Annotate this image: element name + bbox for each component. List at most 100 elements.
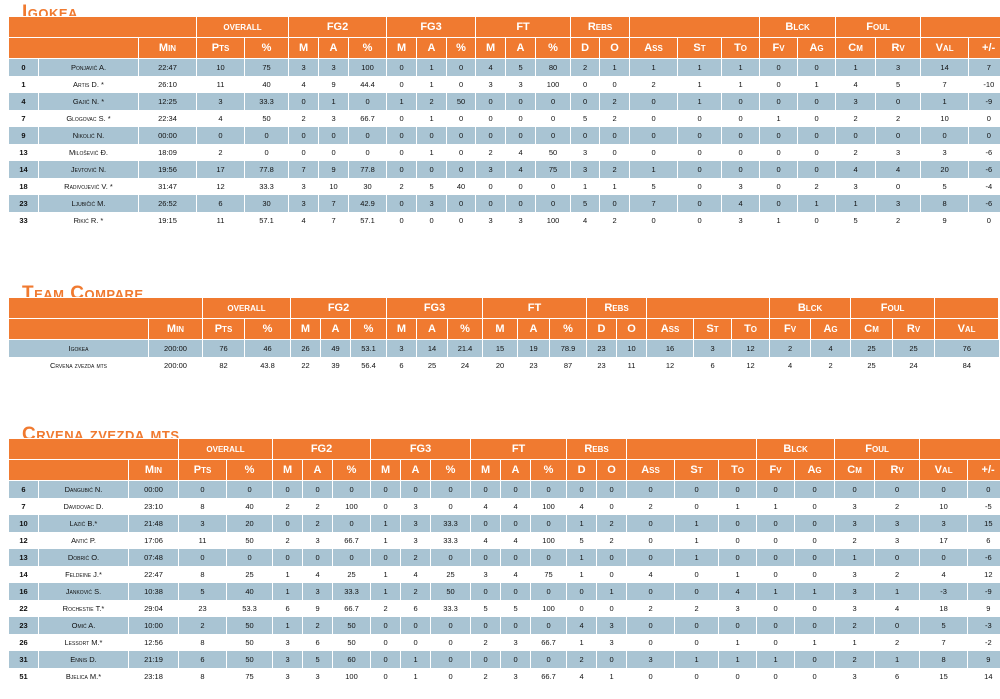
stat-cell: 200:00 [148,339,203,357]
stat-cell: 0 [386,143,417,161]
col-header-fg3-a: A [400,459,432,481]
jersey-number-cell: 31 [8,650,39,668]
stat-cell: 0 [674,667,719,685]
stat-cell: 0 [370,633,401,651]
group-header-rebs: Rebs [586,297,648,319]
stat-cell: 0 [470,650,501,668]
stat-cell: 0 [500,514,531,532]
stat-cell: 0 [272,548,303,566]
stat-cell: 1 [570,177,600,195]
stat-cell: 3 [400,514,431,532]
stat-cell: 2 [370,599,401,617]
player-name-cell: Rochestie T.* [38,599,129,617]
stat-cell: 2 [599,211,630,229]
stat-cell: 18:09 [137,143,197,161]
stat-cell: 2 [400,548,431,566]
player-name-cell: Radivojević V. * [38,177,139,195]
stat-cell: 10 [196,58,245,76]
stat-cell: 1 [386,92,417,110]
stat-cell: 0 [535,194,571,212]
header-spacer [8,459,129,481]
stat-cell: 0 [570,92,600,110]
stat-cell: 0 [570,126,600,144]
stat-cell: 1 [596,667,627,685]
col-header-pts: Pts [202,318,245,340]
stat-cell: 3 [835,92,876,110]
stat-cell: 3 [318,109,349,127]
team-name-cell: Crvena zvezda mts [8,356,149,374]
stat-cell: 1 [794,582,835,600]
stat-cell: 0 [288,126,319,144]
stat-cell: 0 [875,92,921,110]
stat-cell: 1 [566,633,597,651]
col-header-pts: Pts [196,37,246,59]
stat-cell: 0 [599,194,630,212]
player-name-cell: Nikolić N. [38,126,139,144]
stat-cell: 4 [566,667,597,685]
col-header-ft-pct: % [535,37,572,59]
stat-cell: 0 [759,177,798,195]
stat-cell: 2 [400,582,431,600]
stat-cell: 9 [302,599,333,617]
stat-cell: 1 [674,650,719,668]
stat-cell: 24 [447,356,483,374]
col-header-fg2-pct: % [350,318,388,340]
stat-cell: 0 [629,109,678,127]
player-row: 51 Bjelica M.* 23:18 8 75 3 3 100 0 1 0 2 3 66.7 4 1 0 0 0… [8,667,1000,685]
stat-cell: 9 [967,650,1000,668]
stat-cell: 1 [834,633,875,651]
group-header-foul: Foul [850,297,936,319]
stat-cell: 33.3 [430,514,471,532]
stat-cell: 0 [475,109,506,127]
stat-cell: 0 [794,480,835,498]
stat-cell: 0 [386,109,417,127]
stat-cell: 0 [677,126,722,144]
stat-cell: 1 [416,58,447,76]
stat-cell: 4 [835,160,876,178]
stat-cell: 0 [797,143,836,161]
jersey-number-cell: 1 [8,75,39,93]
player-name-cell: Ljubičić M. [38,194,139,212]
stat-cell: 0 [446,109,476,127]
stat-cell: 0 [332,480,371,498]
stat-cell: 0 [794,548,835,566]
stat-cell: 0 [759,58,798,76]
col-header-fg2-pct: % [348,37,388,59]
stat-cell: 2 [834,650,875,668]
stat-cell: 40 [226,582,273,600]
stat-cell: -10 [968,75,1000,93]
stat-cell: 0 [500,582,531,600]
col-header-plus-minus: +/- [968,37,1000,59]
player-row: 1 Artis D. * 26:10 11 40 4 9 44.4 0 1 0 3 3 100 0 0 2 1 1 0… [8,75,1000,93]
stat-cell: 0 [318,126,349,144]
stat-cell: 2 [835,109,876,127]
col-header-fg2-a: A [320,318,352,340]
stat-cell: 0 [535,177,571,195]
team-compare-table: overall FG2 FG3 FT Rebs Blck Foul Min Pt… [8,297,1000,374]
jersey-number-cell: 7 [8,109,39,127]
stat-cell: 4 [626,565,675,583]
stat-cell: -6 [968,143,1000,161]
stat-cell: 0 [797,92,836,110]
stat-cell: 0 [470,616,501,634]
stat-cell: 3 [834,565,875,583]
col-header-reb-o: O [596,459,628,481]
stat-cell: 4 [500,531,531,549]
col-header-ag: Ag [794,459,836,481]
stat-cell: 75 [530,565,567,583]
team-rows: Igokea 200:00 76 46 26 49 53.1 3 14 21.4 15 19 78.9 2… [8,339,999,374]
col-header-fg3-pct: % [447,318,484,340]
stat-cell: 50 [446,92,476,110]
stat-cell: 0 [674,616,719,634]
col-header-reb-d: D [570,37,601,59]
player-name-cell: Milošević Đ. [38,143,139,161]
stat-cell: 1 [272,616,303,634]
stat-cell: -6 [967,548,1000,566]
stat-cell: 4 [769,356,811,374]
stat-cell: 0 [677,143,722,161]
stat-cell: 1 [756,497,795,515]
stat-cell: 8 [178,497,227,515]
stat-cell: -3 [919,582,968,600]
stat-cell: 1 [272,565,303,583]
stat-cell: 1 [874,582,920,600]
